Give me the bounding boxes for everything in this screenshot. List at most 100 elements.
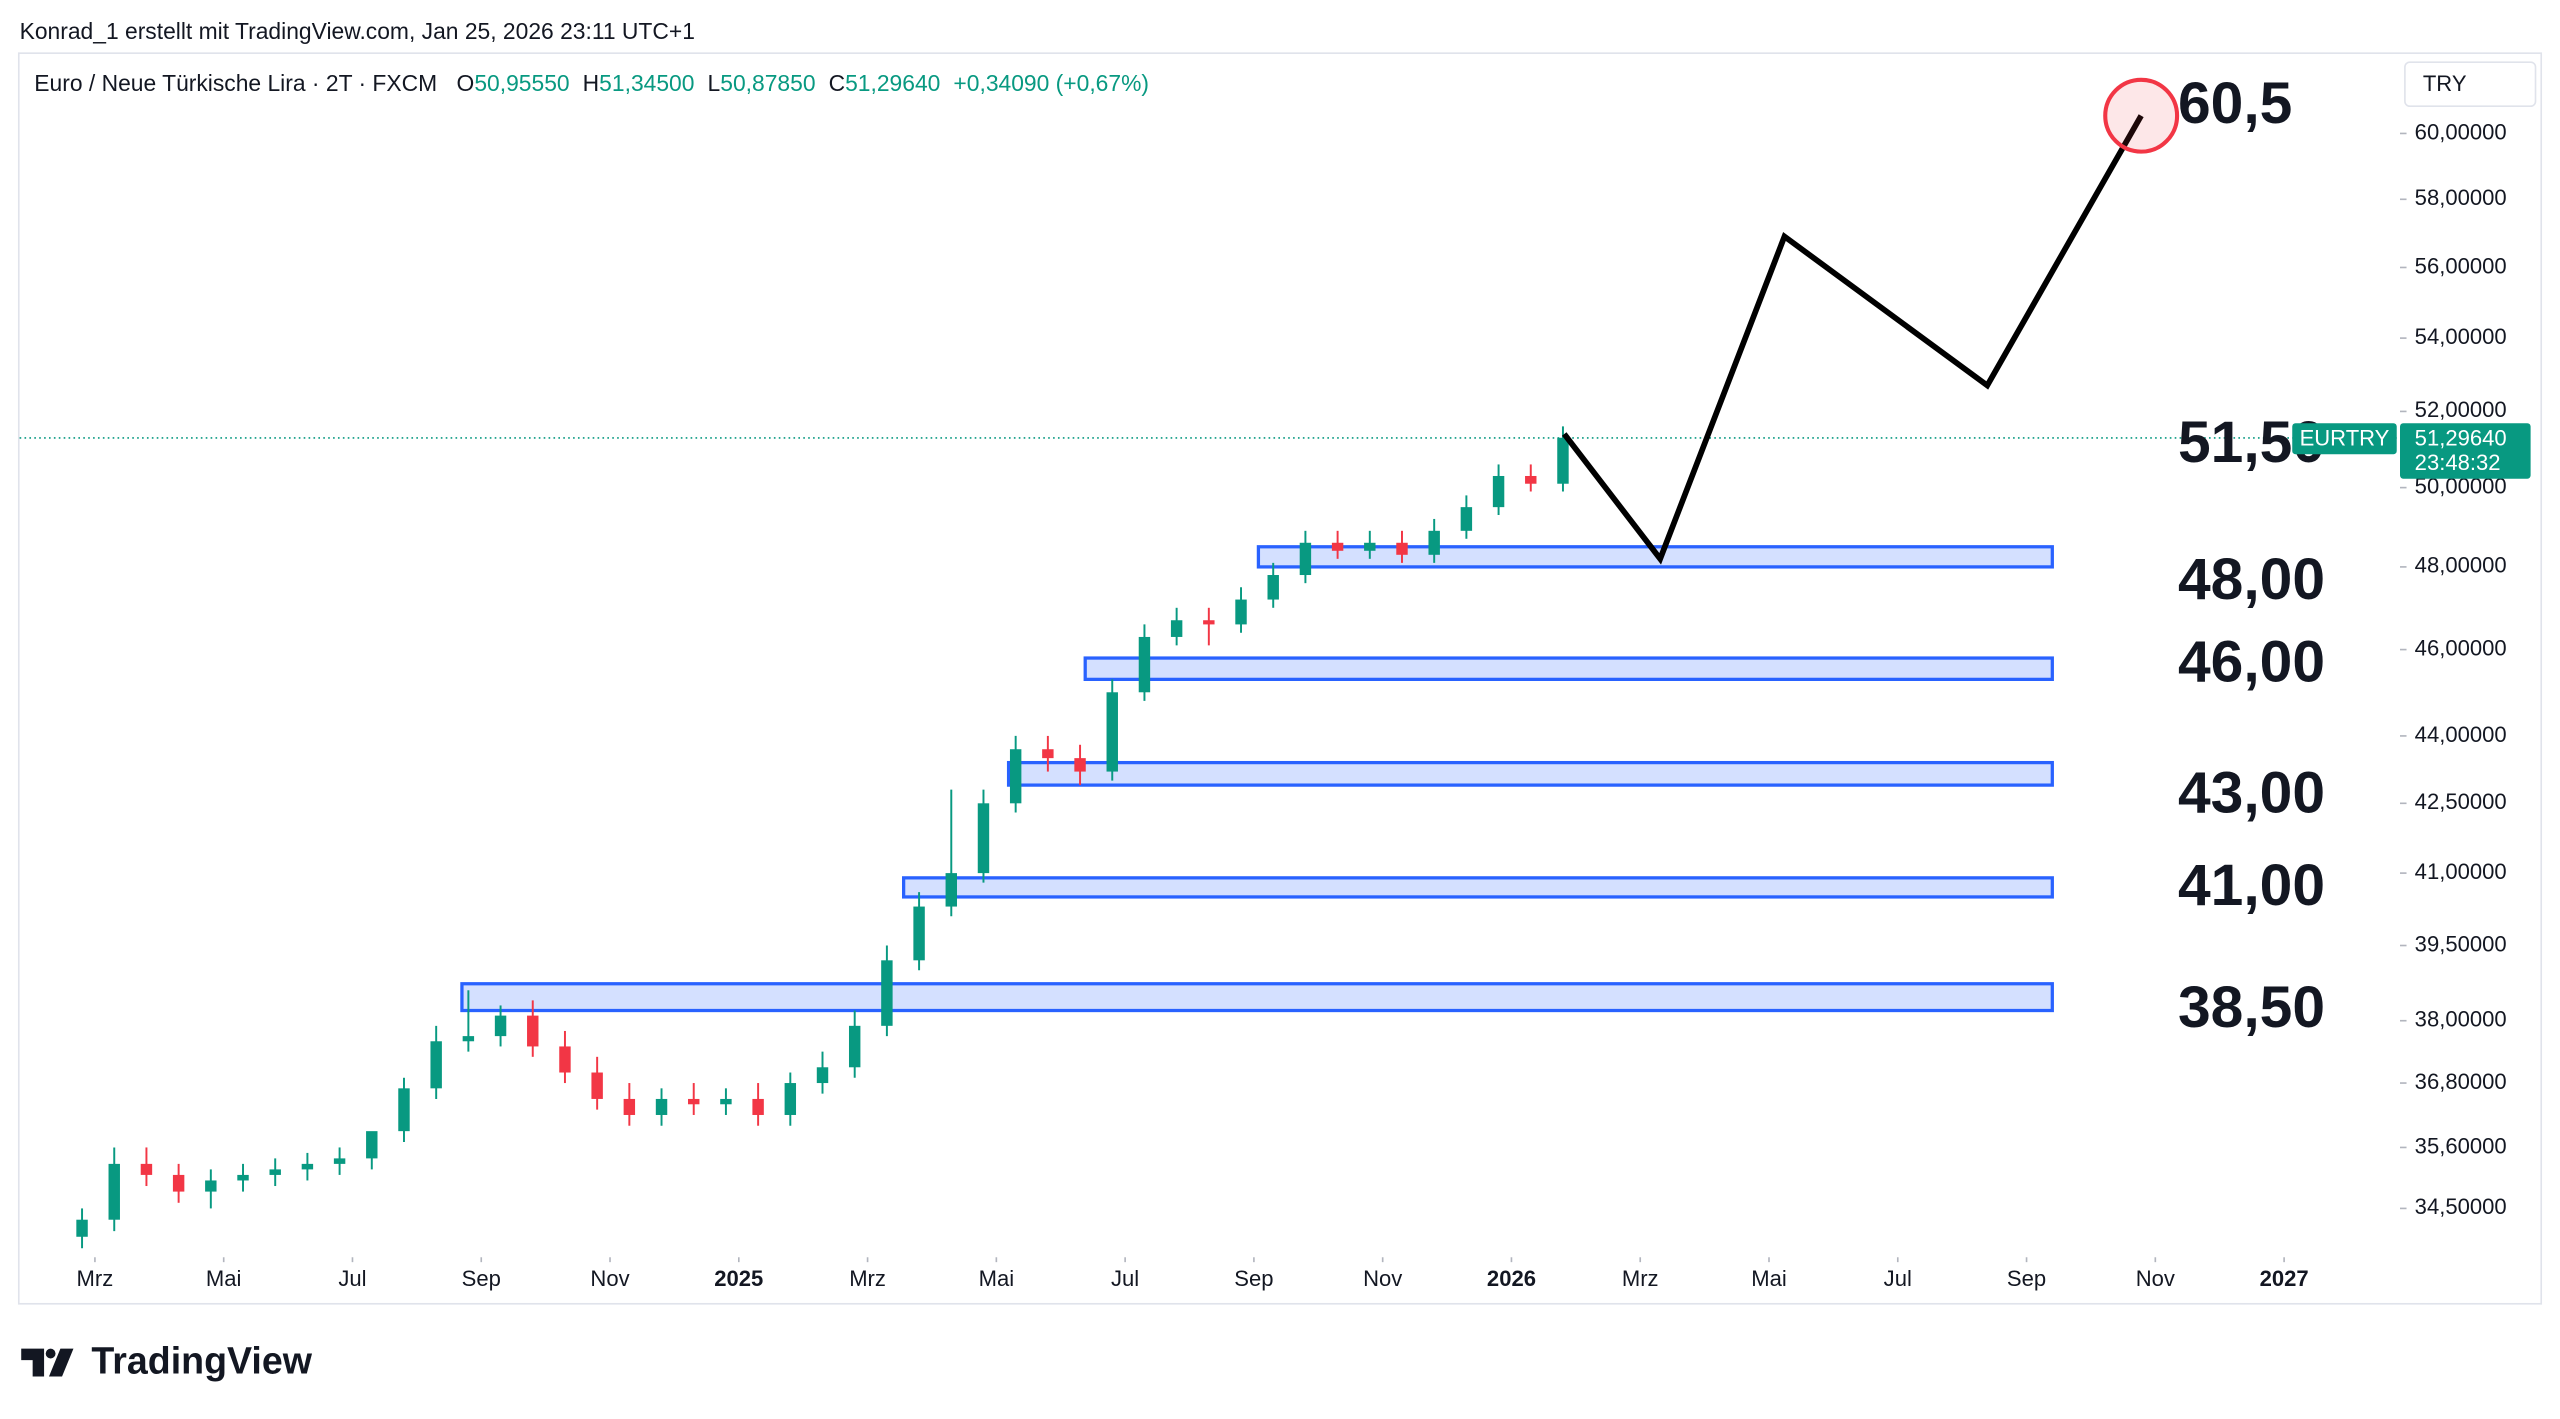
candle-body: [205, 1180, 217, 1192]
x-tick-label: Jul: [338, 1266, 366, 1291]
currency-label[interactable]: TRY: [2423, 71, 2467, 96]
candle-body: [1138, 636, 1151, 693]
candle-body: [1364, 542, 1376, 551]
candle-body: [1331, 542, 1344, 551]
candle-body: [720, 1098, 732, 1105]
x-tick-label: 2025: [714, 1266, 763, 1291]
candle-body: [752, 1098, 764, 1115]
candle-body: [1428, 530, 1440, 555]
x-tick-label: Mai: [979, 1266, 1015, 1291]
x-tick-label: Mrz: [77, 1266, 114, 1291]
price-label: 51,29640: [2415, 425, 2507, 450]
candle-body: [333, 1158, 346, 1164]
legend-key: L: [708, 70, 721, 96]
legend-value: 50,87850: [720, 70, 815, 96]
x-tick-label: Mai: [1751, 1266, 1787, 1291]
candle-body: [688, 1098, 700, 1105]
candle-body: [366, 1131, 378, 1159]
y-tick-label: 52,00000: [2415, 397, 2507, 422]
candle-body: [655, 1098, 668, 1115]
x-tick-label: Nov: [2136, 1266, 2175, 1291]
candle-body: [1235, 599, 1247, 625]
y-tick-label: 38,00000: [2415, 1007, 2507, 1032]
brand: TradingView: [91, 1339, 312, 1381]
legend: Euro / Neue Türkische Lira · 2T · FXCM O…: [34, 70, 1149, 96]
attribution: Konrad_1 erstellt mit TradingView.com, J…: [20, 18, 695, 44]
legend-change: +0,34090 (+0,67%): [953, 70, 1149, 96]
y-tick-label: 46,00000: [2415, 635, 2507, 660]
candle-body: [1009, 749, 1022, 804]
legend-value: 50,95550: [474, 70, 569, 96]
candle-body: [1106, 692, 1118, 772]
y-tick-label: 34,50000: [2415, 1194, 2507, 1219]
symbol-badge: [2292, 423, 2397, 455]
candle-body: [1299, 542, 1312, 576]
candle-body: [1170, 620, 1183, 637]
support-zone: [902, 876, 2054, 899]
candle-body: [591, 1072, 603, 1099]
x-tick-label: Mai: [206, 1266, 242, 1291]
y-tick-label: 35,60000: [2415, 1133, 2507, 1158]
y-tick-label: 58,00000: [2415, 185, 2507, 210]
candle-body: [913, 906, 925, 961]
x-tick-label: Nov: [590, 1266, 629, 1291]
candle-body: [1396, 542, 1408, 555]
support-zone: [1006, 760, 2054, 787]
y-tick-label: 56,00000: [2415, 253, 2507, 278]
candle-body: [945, 873, 957, 907]
candle-body: [1460, 507, 1473, 531]
candle-body: [140, 1163, 153, 1175]
candle-body: [1074, 758, 1086, 772]
candle-body: [1492, 475, 1505, 508]
legend-key: C: [829, 70, 845, 96]
logo-dot: [45, 1348, 56, 1359]
level-label: 48,00: [2178, 547, 2325, 612]
candle-body: [1267, 575, 1279, 600]
candle-body: [848, 1025, 861, 1068]
x-tick-label: Mrz: [1622, 1266, 1659, 1291]
candle-body: [977, 803, 990, 874]
candle-body: [237, 1174, 249, 1181]
candle-body: [527, 1015, 539, 1047]
candle-body: [430, 1041, 442, 1089]
level-label: 46,00: [2178, 629, 2325, 694]
level-label: 38,50: [2178, 975, 2325, 1040]
level-label: 41,00: [2178, 853, 2325, 918]
candle-body: [881, 960, 893, 1026]
currency-button[interactable]: [2404, 61, 2537, 108]
candle-body: [1203, 620, 1215, 625]
candle-body: [1525, 475, 1537, 484]
logo-mark: [21, 1348, 74, 1377]
y-tick-label: 36,80000: [2415, 1069, 2507, 1094]
target-circle: [2103, 77, 2180, 154]
x-tick-label: 2026: [1487, 1266, 1536, 1291]
x-tick-label: Sep: [2007, 1266, 2046, 1291]
candle-body: [1557, 437, 1569, 484]
y-tick-label: 41,00000: [2415, 859, 2507, 884]
y-tick-label: 54,00000: [2415, 324, 2507, 349]
legend-key: H: [583, 70, 600, 96]
legend-value: 51,34500: [599, 70, 694, 96]
y-tick-label: 60,00000: [2415, 119, 2507, 144]
candle-body: [398, 1088, 410, 1132]
price-badge: [2400, 423, 2531, 479]
candle-body: [816, 1067, 829, 1084]
candle-body: [269, 1169, 281, 1175]
chart-frame: [17, 52, 2543, 1305]
y-tick-label: 42,50000: [2415, 789, 2507, 814]
x-tick-label: Jul: [1884, 1266, 1912, 1291]
x-tick-label: Mrz: [849, 1266, 886, 1291]
candle-body: [559, 1046, 571, 1073]
level-label: 43,00: [2178, 760, 2325, 825]
candle-body: [301, 1163, 314, 1170]
y-tick-label: 39,50000: [2415, 931, 2507, 956]
legend-value: 51,29640: [845, 70, 940, 96]
projection-line: [1561, 114, 2144, 565]
footer-logo: TradingView: [21, 1339, 313, 1381]
candle-body: [462, 1036, 475, 1042]
candle-body: [172, 1174, 185, 1192]
symbol-label: EURTRY: [2300, 425, 2390, 450]
legend-key: O: [457, 70, 475, 96]
